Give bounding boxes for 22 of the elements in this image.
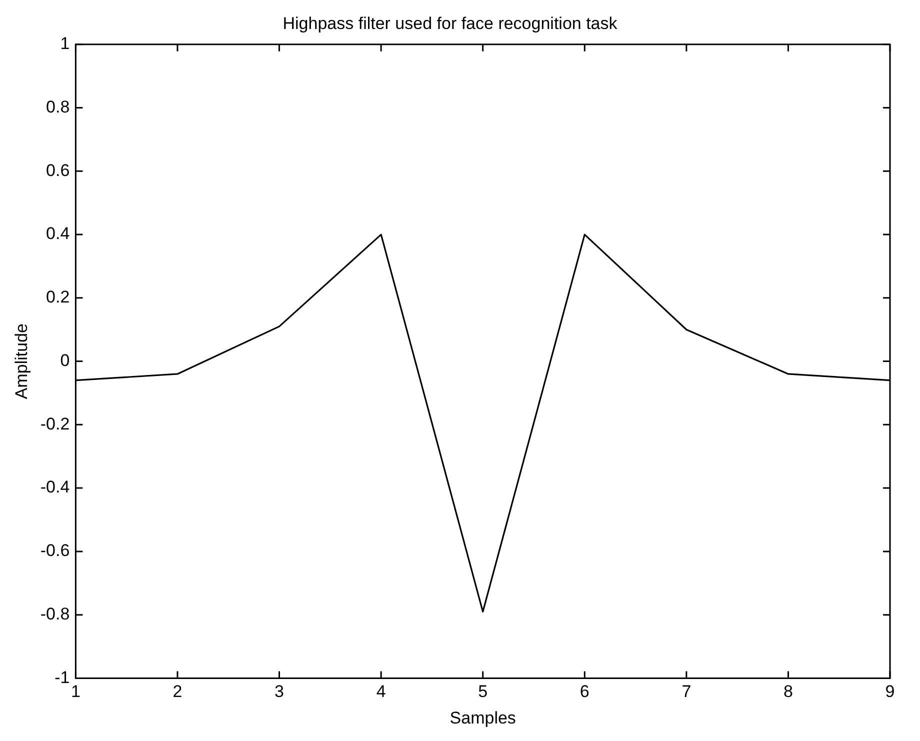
- y-tick-label: 0.6: [46, 160, 70, 180]
- y-tick-label: 0.8: [46, 97, 70, 116]
- y-tick-label: -0.2: [40, 414, 70, 434]
- x-tick-label: 7: [682, 682, 692, 702]
- y-tick-label: -1: [54, 668, 70, 687]
- y-tick-label: 0.2: [46, 288, 70, 307]
- y-tick-label: 1: [60, 34, 70, 54]
- y-tick-label: 0.4: [46, 224, 70, 244]
- y-tick-label: -0.6: [40, 541, 70, 560]
- x-tick-label: 8: [783, 682, 793, 702]
- x-tick-label: 9: [885, 682, 895, 702]
- x-tick-label: 3: [274, 682, 284, 702]
- y-axis-title: Amplitude: [12, 323, 31, 400]
- y-tick-label: 0: [60, 350, 70, 370]
- x-tick-label: 5: [478, 682, 488, 702]
- y-tick-label: -0.8: [40, 604, 70, 624]
- chart-title: Highpass filter used for face recognition task: [282, 14, 618, 33]
- x-tick-label: 2: [172, 682, 182, 702]
- y-tick-label: -0.4: [40, 478, 70, 497]
- x-axis-title: Samples: [450, 708, 516, 728]
- x-tick-label: 6: [580, 682, 590, 702]
- x-tick-label: 4: [376, 682, 386, 702]
